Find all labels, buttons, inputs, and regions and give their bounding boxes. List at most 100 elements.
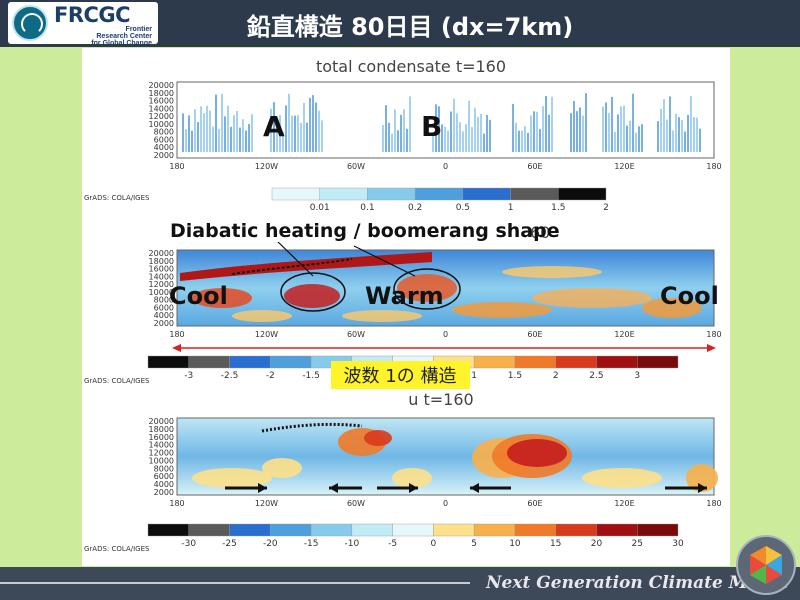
colorbar-label: -2 bbox=[266, 371, 275, 381]
colorbar-swatch bbox=[514, 523, 556, 537]
y-tick-label: 20000 bbox=[149, 81, 174, 90]
x-axis: 180 120W 60W 0 60E 120E 180 bbox=[169, 499, 721, 508]
wavenumber-label: 波数 1の 構造 bbox=[344, 366, 457, 387]
colorbar-label: 0.5 bbox=[456, 203, 470, 213]
figure-panel: total condensate t=160 20000 18000 16000… bbox=[82, 48, 730, 566]
condensate-streak bbox=[539, 128, 541, 152]
condensate-streak bbox=[530, 115, 532, 152]
colorbar-label: -2.5 bbox=[221, 371, 239, 381]
wind-blob bbox=[262, 458, 302, 478]
x-tick-label: 180 bbox=[706, 330, 721, 339]
condensate-streak bbox=[312, 95, 314, 152]
condensate-field bbox=[182, 93, 701, 152]
condensate-streak bbox=[215, 94, 217, 152]
condensate-streak bbox=[459, 122, 461, 152]
colorbar-swatch bbox=[271, 187, 320, 201]
heating-blob bbox=[232, 310, 292, 322]
condensate-streak bbox=[300, 122, 302, 152]
condensate-streak bbox=[576, 111, 578, 152]
frcgc-logo: FRCGC Frontier Research Center for Globa… bbox=[8, 2, 158, 47]
colorbar-swatch bbox=[147, 355, 189, 369]
condensate-streak bbox=[614, 131, 616, 152]
x-tick-label: 120W bbox=[255, 499, 278, 508]
chart-diabatic-heating: 60 Diabatic heating / boomerang shape 20… bbox=[147, 216, 722, 389]
x-tick-label: 120E bbox=[614, 162, 634, 171]
slide-title: 鉛直構造 80日目 (dx=7km) bbox=[246, 13, 574, 41]
condensate-streak bbox=[441, 124, 443, 152]
colorbar-label: -5 bbox=[388, 539, 397, 549]
condensate-streak bbox=[397, 130, 399, 152]
condensate-streak bbox=[236, 111, 238, 152]
y-tick-label: 14000 bbox=[149, 272, 174, 281]
wind-field bbox=[192, 422, 718, 492]
condensate-streak bbox=[608, 112, 610, 152]
condensate-streak bbox=[480, 113, 482, 152]
x-tick-label: 180 bbox=[169, 499, 184, 508]
colorbar-label: 0.2 bbox=[408, 203, 422, 213]
y-tick-label: 4000 bbox=[154, 143, 174, 152]
y-tick-label: 14000 bbox=[149, 441, 174, 450]
y-tick-label: 14000 bbox=[149, 104, 174, 113]
logo-text: FRCGC bbox=[54, 3, 131, 27]
heating-blob bbox=[192, 288, 252, 308]
x-tick-label: 120E bbox=[614, 330, 634, 339]
condensate-streak bbox=[684, 131, 686, 152]
colorbar-label: 30 bbox=[672, 539, 684, 549]
jet-contour bbox=[261, 422, 363, 433]
colorbar-label: 0.01 bbox=[310, 203, 330, 213]
condensate-streak bbox=[471, 127, 473, 152]
condensate-streak bbox=[227, 105, 229, 152]
annotation-b: B bbox=[421, 110, 442, 143]
diabatic-heating-label: Diabatic heating / boomerang shape bbox=[170, 220, 560, 242]
x-tick-label: 180 bbox=[169, 162, 184, 171]
colorbar-label: 15 bbox=[550, 539, 561, 549]
colorbar-swatch bbox=[188, 523, 230, 537]
condensate-streak bbox=[394, 109, 396, 152]
y-tick-label: 8000 bbox=[154, 296, 174, 305]
y-tick-label: 16000 bbox=[149, 265, 174, 274]
annotation-cool-right: Cool bbox=[660, 282, 719, 310]
condensate-streak bbox=[209, 110, 211, 152]
footer-rule bbox=[0, 582, 470, 584]
condensate-streak bbox=[239, 127, 241, 152]
colorbar-swatch bbox=[637, 523, 679, 537]
colorbar-label: -1.5 bbox=[302, 371, 320, 381]
condensate-streak bbox=[432, 132, 434, 152]
condensate-streak bbox=[279, 115, 281, 152]
x-tick-label: 60E bbox=[527, 162, 542, 171]
condensate-streak bbox=[585, 93, 587, 152]
annotation-a: A bbox=[263, 110, 285, 143]
heating-blob bbox=[452, 302, 552, 318]
condensate-streak bbox=[191, 130, 193, 152]
colorbar bbox=[271, 187, 607, 201]
colorbar-swatch bbox=[310, 523, 353, 537]
slide-header: FRCGC Frontier Research Center for Globa… bbox=[0, 0, 800, 47]
y-tick-label: 6000 bbox=[154, 303, 174, 312]
colorbar-label: 1.5 bbox=[551, 203, 565, 213]
source-label: GrADS: COLA/IGES bbox=[84, 194, 150, 202]
annotation-cool-left: Cool bbox=[169, 282, 228, 310]
condensate-streak bbox=[524, 126, 526, 152]
condensate-streak bbox=[385, 105, 387, 152]
colorbar-swatch bbox=[510, 187, 559, 201]
condensate-streak bbox=[629, 120, 631, 152]
condensate-streak bbox=[388, 122, 390, 152]
wind-blob bbox=[392, 468, 432, 488]
colorbar-swatch bbox=[392, 523, 434, 537]
condensate-streak bbox=[303, 102, 305, 152]
logo-sub-line: Frontier bbox=[125, 26, 152, 33]
condensate-streak bbox=[185, 129, 187, 152]
condensate-streak bbox=[242, 119, 244, 152]
condensate-streak bbox=[672, 130, 674, 152]
wind-arrow-east bbox=[225, 483, 267, 493]
condensate-streak bbox=[182, 113, 184, 152]
y-tick-label: 18000 bbox=[149, 425, 174, 434]
condensate-streak bbox=[285, 105, 287, 152]
y-axis: 20000 18000 16000 14000 12000 10000 8000… bbox=[149, 249, 174, 328]
condensate-streak bbox=[197, 122, 199, 152]
condensate-streak bbox=[212, 126, 214, 152]
colorbar-labels: -30 -25 -20 -15 -10 -5 0 5 10 15 20 25 3… bbox=[181, 539, 684, 549]
condensate-streak bbox=[450, 111, 452, 152]
condensate-streak bbox=[270, 108, 272, 152]
annotation-box bbox=[166, 216, 509, 242]
